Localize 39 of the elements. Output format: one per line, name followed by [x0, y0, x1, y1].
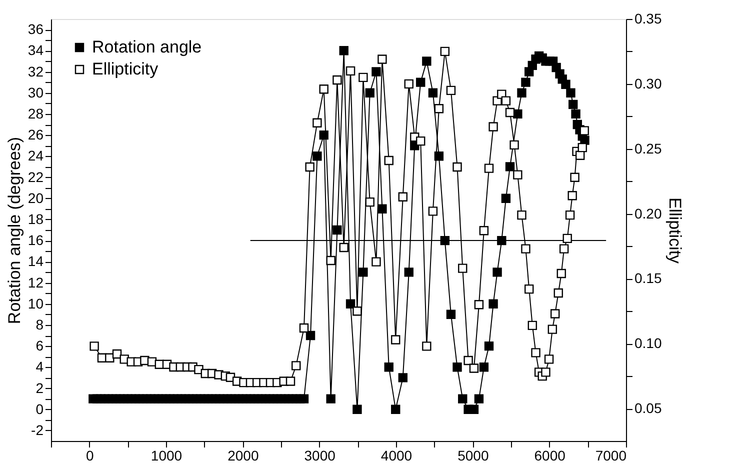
y2-tick-label: 0.15	[634, 270, 662, 286]
y-tick-label: 22	[28, 168, 44, 185]
legend-label: Ellipticity	[92, 60, 159, 78]
y-tick-label: 20	[28, 190, 44, 206]
y-tick-label: 0	[36, 400, 44, 417]
x-tick-label: 3000	[304, 448, 336, 464]
legend-label: Rotation angle	[92, 38, 202, 56]
x-tick-label: 1000	[150, 448, 182, 464]
y-tick-label: 36	[28, 21, 44, 38]
y2-tick-label: 0.25	[634, 140, 662, 156]
y-tick-label: 30	[28, 84, 44, 100]
y-tick-label: 26	[28, 126, 44, 143]
y2-tick-label: 0.10	[634, 335, 662, 352]
y2-tick-label: 0.05	[634, 400, 662, 416]
y2-tick-label: 0.35	[634, 10, 662, 26]
x-tick-label: 4000	[380, 448, 412, 464]
x-tick-label: 0	[86, 448, 94, 464]
y-tick-label: 18	[28, 210, 44, 227]
x-tick-label: 6000	[534, 448, 566, 464]
y2-axis-title: Ellipticity	[666, 197, 685, 264]
y2-tick-label: 0.30	[634, 75, 662, 92]
y-tick-label: 12	[28, 274, 44, 290]
y-tick-label: -2	[31, 422, 44, 438]
x-tick-label: 2000	[228, 448, 259, 464]
y-tick-label: 6	[36, 338, 44, 354]
y-tick-label: 8	[36, 316, 44, 332]
y-tick-label: 10	[28, 295, 44, 312]
y-tick-label: 4	[36, 358, 44, 375]
x-tick-label: 7000	[595, 448, 627, 464]
y2-tick-label: 0.20	[634, 205, 662, 222]
y-tick-label: 14	[28, 253, 44, 270]
y-axis-title: Rotation angle (degrees)	[4, 136, 24, 324]
y-tick-label: 24	[28, 148, 44, 164]
y-tick-label: 28	[28, 105, 44, 122]
y-tick-label: 16	[28, 232, 44, 248]
y-tick-label: 32	[28, 63, 44, 80]
y-tick-label: 34	[28, 42, 44, 58]
y-tick-label: 2	[36, 380, 44, 396]
x-tick-label: 5000	[458, 448, 489, 464]
